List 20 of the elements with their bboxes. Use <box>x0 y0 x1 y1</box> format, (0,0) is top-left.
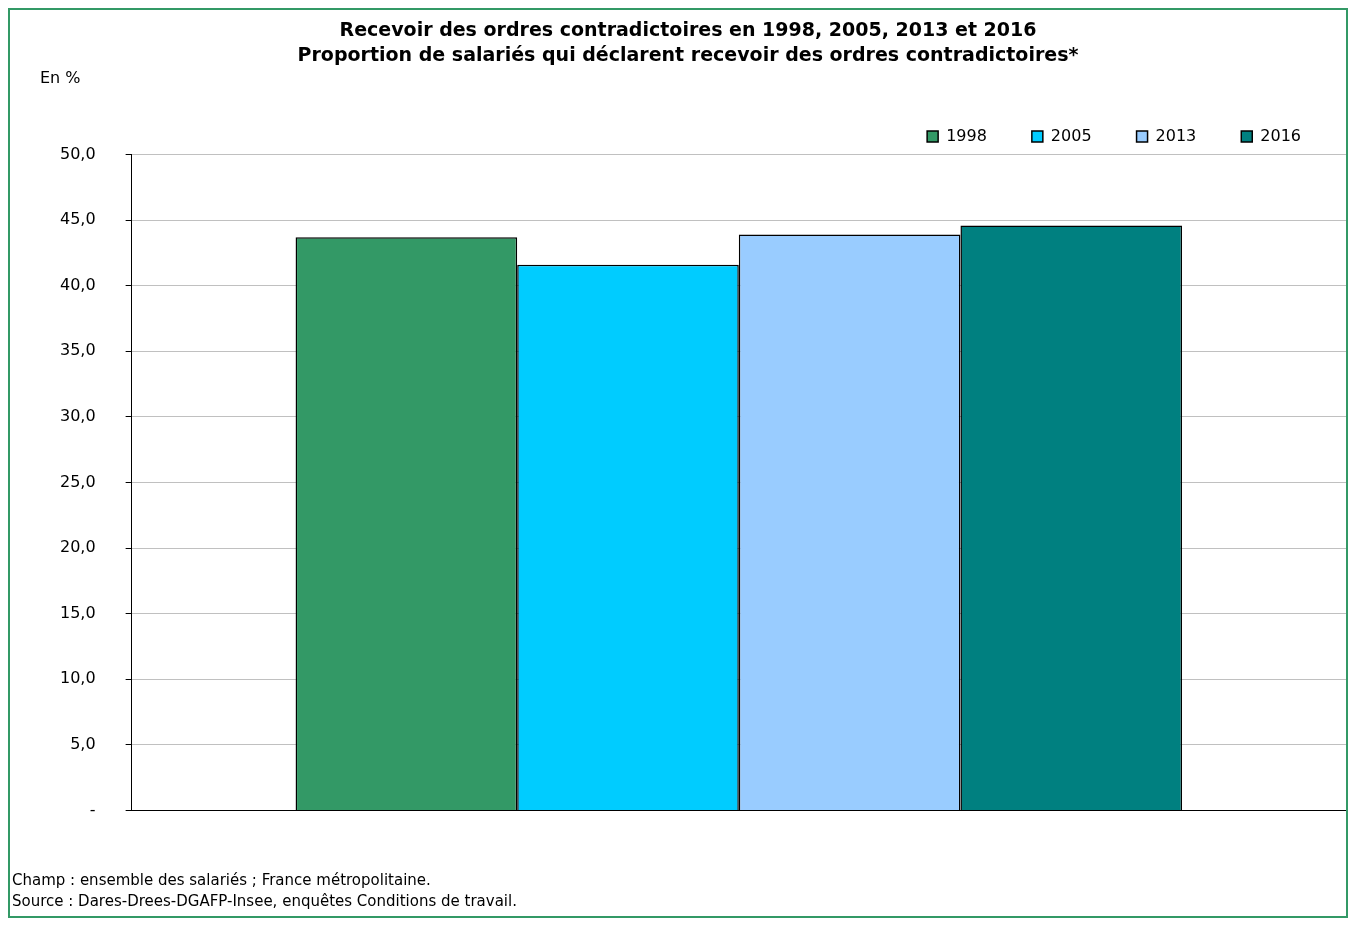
y-tick-label: - <box>89 799 96 819</box>
chart-title: Recevoir des ordres contradictoires en 1998, 2005, 2013 et 2016 <box>339 18 1037 41</box>
text: Champ : ensemble des salariés ; France métropolitaine. <box>12 870 432 891</box>
y-tick-label: 30,0 <box>60 406 96 426</box>
source-note: Source : Dares-Drees-DGAFP-Insee, enquêtes Conditions de travail. <box>12 891 518 912</box>
y-tick-label: 40,0 <box>60 274 96 294</box>
y-tick-label: 15,0 <box>60 602 96 622</box>
y-tick-label: 5,0 <box>70 733 96 753</box>
y-tick-label: 20,0 <box>60 537 96 557</box>
legend-label: 2005 <box>1050 125 1092 145</box>
y-tick-label: 50,0 <box>60 143 96 163</box>
y-axis-title: En % <box>40 68 81 87</box>
legend-label: 2013 <box>1155 125 1197 145</box>
y-tick-label: 25,0 <box>60 471 96 491</box>
y-tick-label: 45,0 <box>60 209 96 229</box>
y-tick-label: 35,0 <box>60 340 96 360</box>
legend-label: 2016 <box>1260 125 1301 145</box>
legend-label: 1998 <box>946 125 987 145</box>
y-tick-label: 10,0 <box>60 668 96 688</box>
chart-subtitle: Proportion de salariés qui déclarent recevoir des ordres contradictoires* <box>297 43 1079 66</box>
